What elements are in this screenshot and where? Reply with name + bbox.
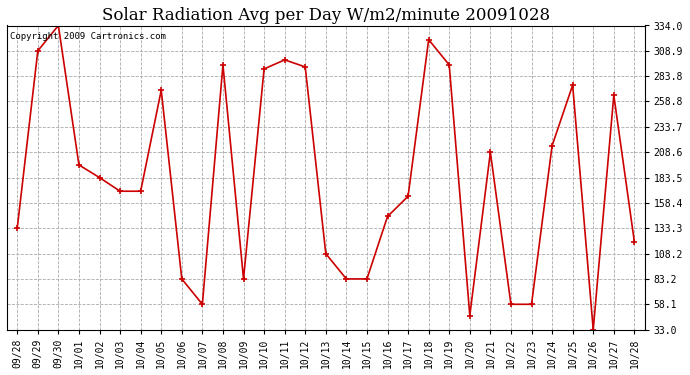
Text: Copyright 2009 Cartronics.com: Copyright 2009 Cartronics.com: [10, 32, 166, 40]
Title: Solar Radiation Avg per Day W/m2/minute 20091028: Solar Radiation Avg per Day W/m2/minute …: [101, 7, 550, 24]
